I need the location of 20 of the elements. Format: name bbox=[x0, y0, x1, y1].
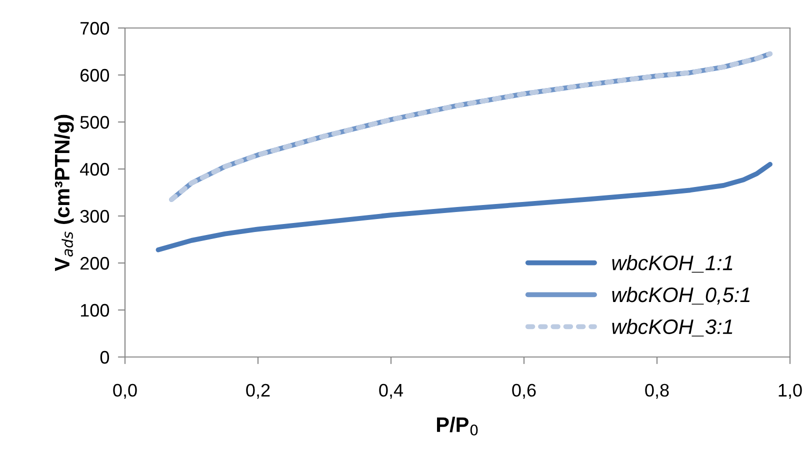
x-tick-label: 0,2 bbox=[246, 384, 270, 399]
x-tick-label: 0,6 bbox=[512, 384, 536, 399]
y-tick-label: 300 bbox=[80, 210, 110, 223]
legend-label: wbcKOH_1:1 bbox=[612, 254, 732, 273]
y-tick-label: 500 bbox=[80, 116, 110, 129]
x-tick-label: 0,4 bbox=[379, 384, 404, 399]
y-axis-title: V$_{ads}$ (cm³PTN/g) bbox=[54, 114, 74, 272]
legend-label: wbcKOH_3:1 bbox=[612, 318, 732, 336]
y-tick-label: 600 bbox=[80, 68, 110, 82]
y-tick-label: 400 bbox=[80, 162, 110, 176]
y-tick-label: 700 bbox=[80, 22, 110, 35]
y-tick-label: 0 bbox=[100, 350, 110, 364]
x-axis-title: P/P$_{0}$ bbox=[437, 416, 478, 436]
line-series bbox=[156, 162, 772, 252]
x-tick-label: 1,0 bbox=[778, 384, 802, 399]
legend-label: wbcKOH_0,5:1 bbox=[612, 286, 750, 305]
x-tick-label: 0,8 bbox=[645, 384, 669, 399]
x-tick-label: 0,0 bbox=[113, 384, 137, 399]
y-tick-label: 100 bbox=[80, 304, 110, 317]
y-tick-label: 200 bbox=[80, 256, 110, 270]
